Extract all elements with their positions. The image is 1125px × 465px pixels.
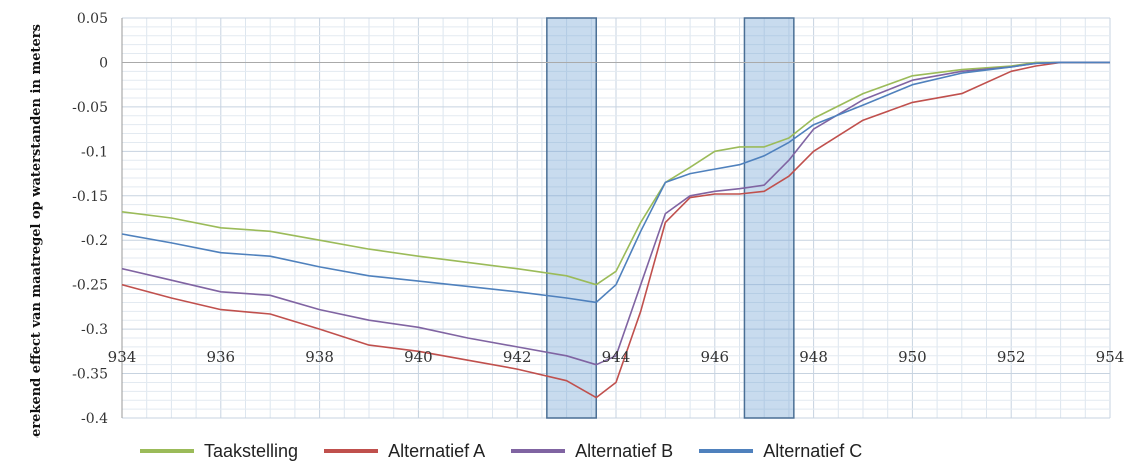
y-tick-labels: 0.05 0 -0.05 -0.1 -0.15 -0.2 -0.25 -0.3 -0.35 -0.… bbox=[72, 11, 108, 427]
highlight-bands bbox=[546, 17, 795, 419]
legend-label-alternatief-c: Alternatief C bbox=[763, 440, 863, 461]
legend-label-taakstelling: Taakstelling bbox=[204, 440, 299, 461]
legend-item-taakstelling: Taakstelling bbox=[140, 441, 298, 462]
y-axis-label: Berekend effect van maatregel op waterst… bbox=[29, 24, 44, 438]
series-line-3 bbox=[121, 61, 1110, 366]
y-tick-label: -0.05 bbox=[72, 100, 108, 116]
series-lines bbox=[121, 61, 1110, 399]
chart-axes bbox=[121, 18, 1110, 418]
legend-item-alternatief-c: Alternatief C bbox=[699, 441, 862, 462]
legend-swatch-alternatief-b bbox=[511, 449, 566, 453]
x-tick-label: 952 bbox=[997, 348, 1026, 366]
x-tick-labels: 934 936 938 940 942 944 946 948 950 952 954 bbox=[108, 348, 1125, 366]
y-tick-label: -0.35 bbox=[72, 367, 108, 383]
x-tick-label: 944 bbox=[602, 348, 631, 366]
line-chart: 0.05 0 -0.05 -0.1 -0.15 -0.2 -0.25 -0.3 -0.35 -0.… bbox=[29, 11, 1125, 438]
legend-label-alternatief-a: Alternatief A bbox=[388, 440, 486, 461]
legend-item-alternatief-b: Alternatief B bbox=[511, 441, 673, 462]
x-tick-label: 948 bbox=[799, 348, 828, 366]
legend-label-alternatief-b: Alternatief B bbox=[575, 440, 674, 461]
x-tick-label: 938 bbox=[305, 348, 334, 366]
x-tick-label: 950 bbox=[898, 348, 927, 366]
y-tick-label: -0.1 bbox=[81, 144, 108, 160]
highlight-band-1 bbox=[546, 17, 597, 419]
x-tick-label: 942 bbox=[503, 348, 532, 366]
series-line-2 bbox=[121, 61, 1110, 399]
legend-swatch-alternatief-a bbox=[324, 449, 379, 453]
x-tick-label: 934 bbox=[108, 348, 137, 366]
y-tick-label: -0.15 bbox=[72, 189, 108, 205]
y-tick-label: 0 bbox=[99, 55, 108, 71]
x-tick-label: 954 bbox=[1096, 348, 1125, 366]
y-tick-label: -0.2 bbox=[81, 233, 108, 249]
legend-swatch-alternatief-c bbox=[699, 449, 754, 453]
y-tick-label: 0.05 bbox=[77, 11, 108, 27]
legend-item-alternatief-a: Alternatief A bbox=[324, 441, 485, 462]
x-tick-label: 946 bbox=[700, 348, 729, 366]
x-tick-label: 940 bbox=[404, 348, 433, 366]
highlight-band-2 bbox=[743, 17, 795, 419]
y-tick-label: -0.3 bbox=[81, 322, 108, 338]
legend-swatch-taakstelling bbox=[140, 449, 194, 453]
chart-legend: Taakstelling Alternatief A Alternatief B… bbox=[140, 438, 888, 464]
y-tick-label: -0.25 bbox=[72, 278, 108, 294]
x-tick-label: 936 bbox=[206, 348, 235, 366]
series-line-4 bbox=[121, 61, 1110, 304]
y-tick-label: -0.4 bbox=[81, 411, 108, 427]
